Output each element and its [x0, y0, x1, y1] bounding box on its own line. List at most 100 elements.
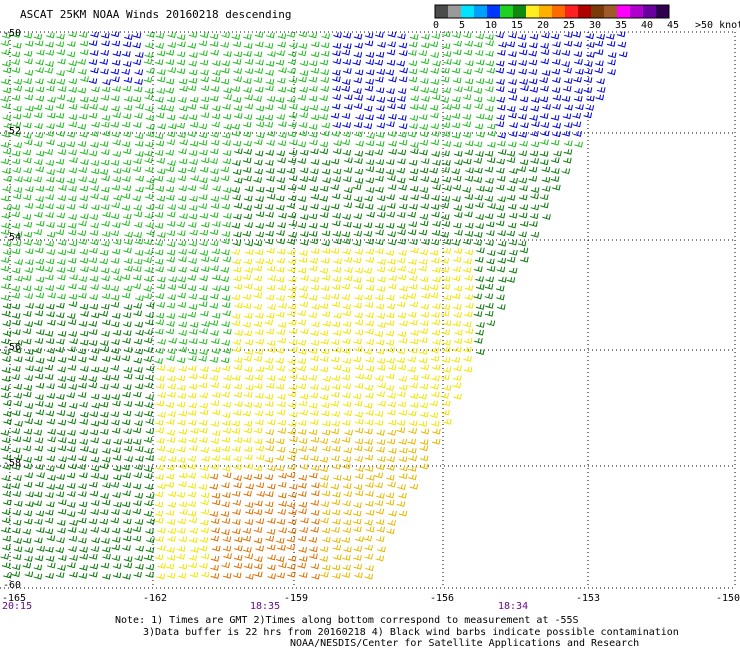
wind-barb: [122, 61, 132, 67]
wind-barb: [309, 139, 318, 146]
wind-barb: [222, 412, 231, 419]
wind-barb: [24, 375, 34, 382]
wind-barb: [35, 265, 45, 272]
wind-barb: [308, 348, 318, 354]
wind-barb: [288, 328, 298, 335]
colorbar-tick-label: 10: [485, 20, 498, 31]
wind-barb: [145, 204, 155, 211]
wind-barb: [78, 32, 88, 38]
wind-barb: [475, 276, 484, 283]
wind-barb: [342, 338, 351, 345]
wind-barb: [244, 94, 253, 101]
wind-barb: [80, 311, 89, 317]
wind-barb: [88, 257, 98, 264]
wind-barb: [165, 402, 175, 409]
wind-barb: [451, 293, 461, 300]
wind-barb: [188, 517, 198, 524]
wind-barb: [363, 222, 373, 229]
wind-barb: [155, 348, 164, 354]
lon-label-150: -150: [716, 593, 740, 604]
wind-barb: [222, 383, 231, 390]
wind-barb: [199, 328, 208, 335]
wind-barb: [91, 121, 100, 128]
wind-barb: [497, 149, 507, 155]
wind-barb: [231, 130, 241, 137]
wind-barb: [112, 492, 121, 499]
wind-barb: [78, 528, 88, 535]
wind-barb: [231, 222, 241, 229]
wind-barb: [541, 166, 551, 173]
wind-barb: [178, 158, 188, 165]
wind-barb: [201, 455, 210, 462]
wind-barb: [276, 329, 286, 336]
wind-barb: [464, 222, 474, 229]
wind-barb: [563, 78, 573, 84]
wind-barb: [331, 564, 341, 571]
wind-barb: [298, 482, 307, 489]
wind-barb: [386, 465, 396, 471]
wind-barb: [574, 88, 583, 94]
wind-barb: [210, 131, 220, 138]
wind-barb: [276, 556, 285, 563]
wind-barb: [101, 186, 110, 193]
wind-barb: [135, 545, 144, 552]
wind-barb: [333, 347, 342, 353]
wind-barb: [36, 472, 45, 479]
wind-barb: [332, 50, 341, 57]
wind-barb: [199, 275, 208, 282]
wind-barb: [286, 502, 296, 508]
wind-barb: [101, 32, 110, 39]
wind-barb: [79, 249, 89, 255]
wind-barb: [410, 142, 419, 149]
wind-barb: [177, 419, 186, 426]
wind-barb: [232, 97, 242, 103]
wind-barb: [223, 553, 232, 560]
wind-barb: [0, 392, 10, 399]
wind-barb: [200, 473, 210, 480]
wind-barb: [99, 518, 109, 525]
wind-barb: [376, 358, 386, 364]
wind-barb: [121, 193, 131, 200]
wind-barb: [287, 59, 297, 65]
wind-barb: [79, 565, 88, 571]
wind-barb: [309, 553, 318, 560]
wind-barb: [102, 79, 111, 86]
wind-barb: [255, 445, 265, 452]
wind-barb: [122, 131, 132, 138]
wind-barb: [299, 149, 309, 156]
wind-barb: [463, 338, 473, 344]
wind-barb: [464, 275, 473, 281]
wind-barb: [209, 158, 218, 165]
wind-barb: [2, 490, 12, 497]
wind-barb: [343, 68, 352, 75]
wind-barb: [242, 121, 252, 128]
wind-barb: [485, 240, 494, 246]
wind-barb: [408, 447, 417, 454]
wind-barb: [319, 366, 329, 373]
wind-barb: [256, 491, 265, 497]
wind-barb: [23, 133, 32, 139]
wind-barb: [189, 322, 199, 328]
wind-barb: [233, 231, 242, 238]
wind-barb: [254, 329, 264, 336]
wind-barb: [68, 214, 77, 220]
wind-barb: [57, 274, 66, 281]
wind-barb: [442, 114, 452, 121]
wind-barb: [254, 383, 263, 390]
wind-barb: [484, 293, 494, 300]
wind-barb: [102, 211, 111, 218]
wind-barb: [88, 340, 98, 347]
wind-barb: [200, 571, 210, 578]
wind-barb: [343, 221, 352, 228]
wind-barb: [177, 457, 186, 463]
wind-barb: [2, 148, 12, 155]
wind-barb: [375, 175, 384, 182]
wind-barb: [90, 168, 100, 175]
wind-barb: [353, 284, 363, 290]
wind-barb: [375, 132, 385, 138]
wind-barb: [121, 464, 131, 471]
wind-barb: [167, 294, 176, 301]
wind-barb: [144, 150, 153, 157]
wind-barb: [189, 537, 198, 543]
wind-barb: [495, 167, 505, 174]
